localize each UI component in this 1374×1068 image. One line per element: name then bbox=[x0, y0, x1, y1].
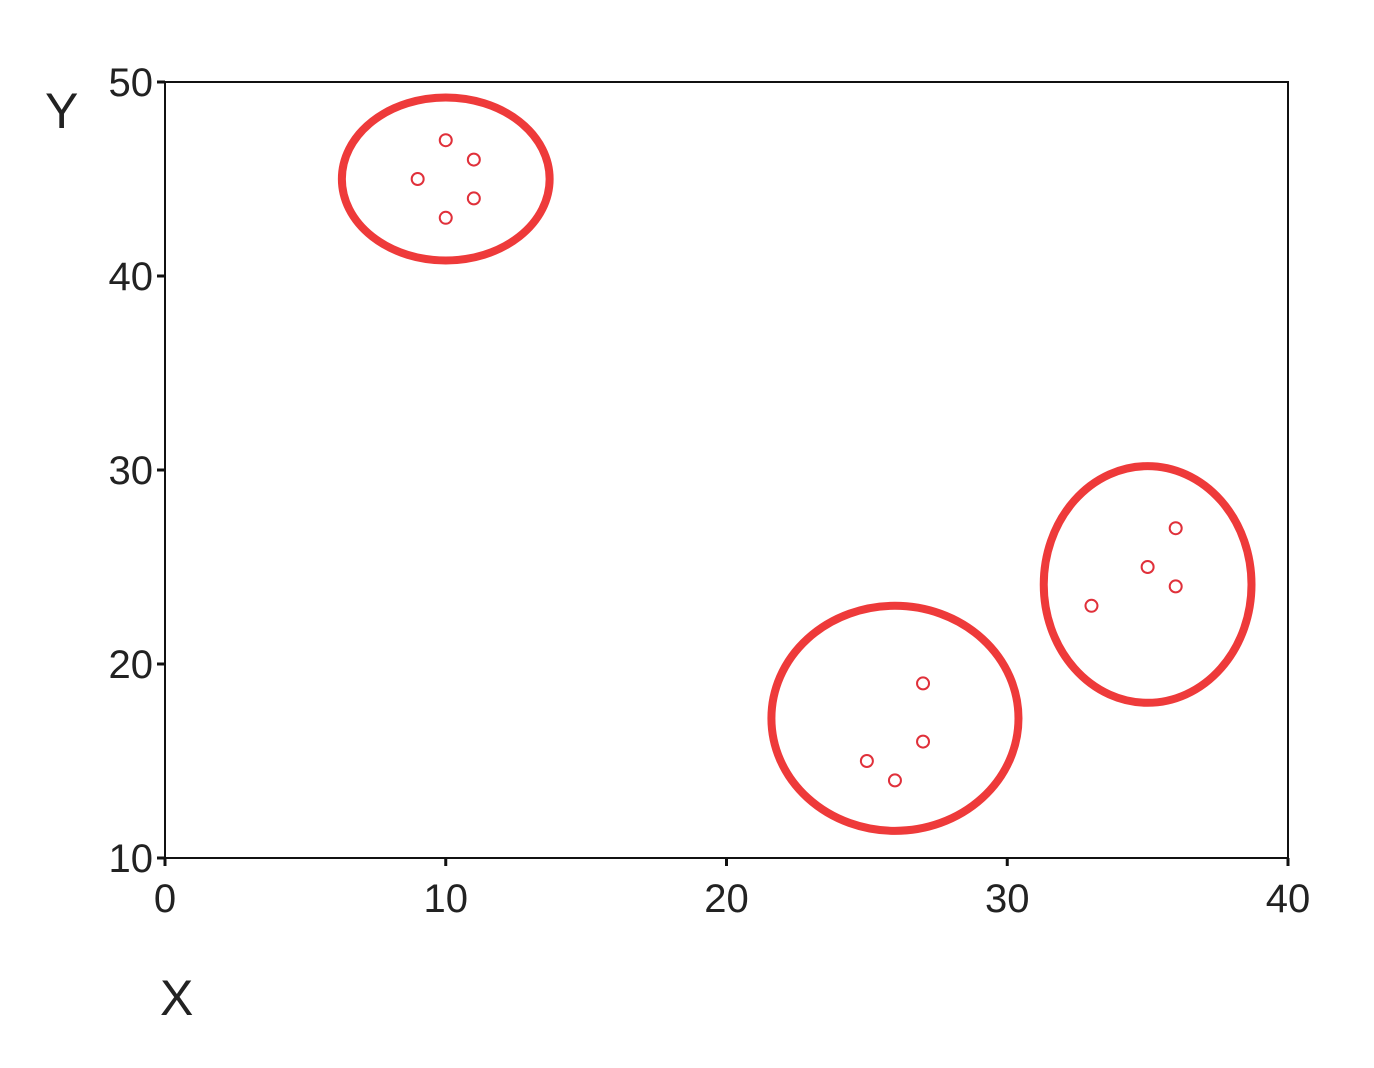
data-point-7 bbox=[859, 754, 874, 768]
y-tick-label-4: 50 bbox=[109, 61, 154, 105]
cluster-ellipse-0 bbox=[337, 93, 554, 265]
cluster-ellipse-2 bbox=[1039, 462, 1256, 707]
data-point-2 bbox=[410, 172, 425, 186]
y-tick-label-2: 30 bbox=[109, 449, 154, 493]
x-axis-title: X bbox=[160, 970, 193, 1026]
data-point-3 bbox=[466, 191, 481, 206]
x-tick-label-0: 0 bbox=[154, 877, 176, 921]
cluster-ellipses bbox=[337, 93, 1256, 835]
data-point-10 bbox=[1140, 560, 1155, 574]
data-point-12 bbox=[1084, 598, 1099, 613]
data-point-8 bbox=[887, 773, 902, 788]
data-point-4 bbox=[438, 210, 453, 225]
cluster-ellipse-1 bbox=[767, 601, 1023, 835]
data-point-6 bbox=[916, 734, 931, 749]
data-point-1 bbox=[466, 152, 481, 167]
x-tick-label-4: 40 bbox=[1266, 877, 1311, 921]
y-tick-label-1: 20 bbox=[109, 643, 154, 687]
data-point-5 bbox=[916, 676, 931, 691]
x-tick-label-3: 30 bbox=[985, 877, 1030, 921]
data-point-9 bbox=[1168, 521, 1183, 536]
x-tick-label-1: 10 bbox=[424, 877, 469, 921]
y-tick-label-0: 10 bbox=[109, 837, 154, 881]
y-tick-label-3: 40 bbox=[109, 255, 154, 299]
data-points bbox=[410, 133, 1183, 788]
data-point-11 bbox=[1168, 579, 1183, 594]
data-point-0 bbox=[438, 133, 453, 148]
x-tick-label-2: 20 bbox=[704, 877, 749, 921]
y-axis-title: Y bbox=[45, 83, 78, 139]
